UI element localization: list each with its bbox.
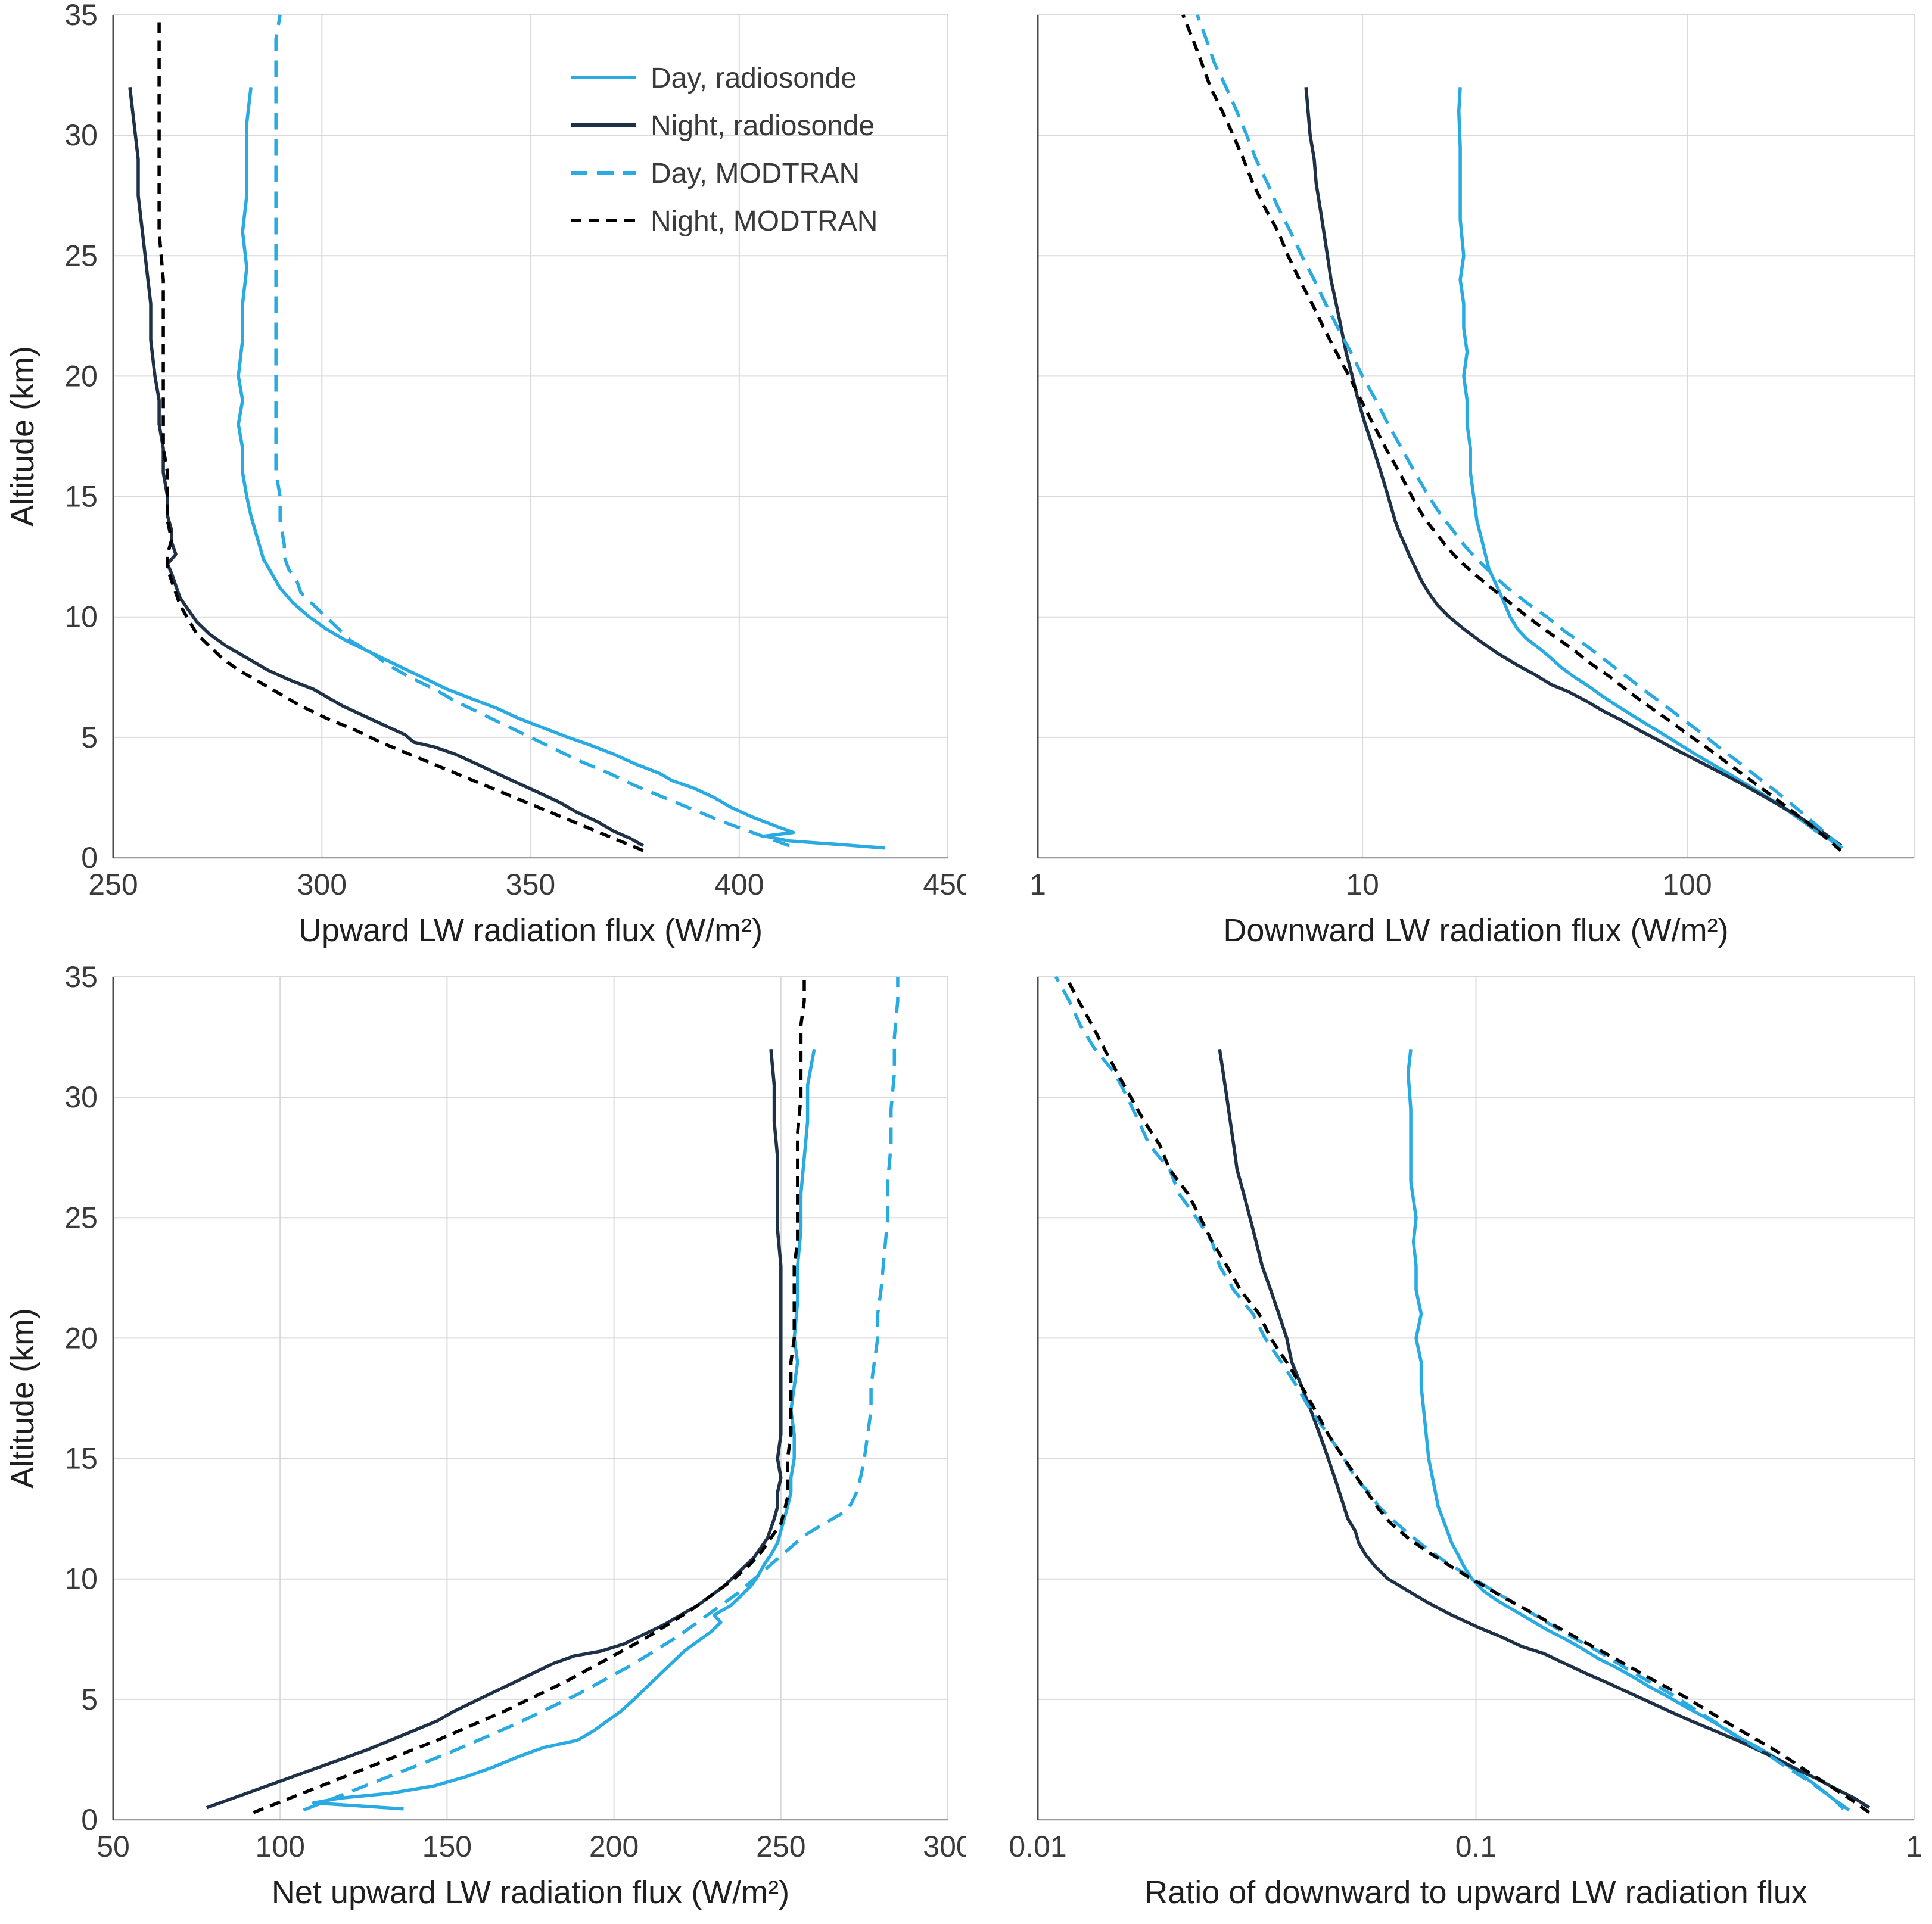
y-tick-label: 25 bbox=[64, 1201, 98, 1234]
y-tick-label: 15 bbox=[64, 480, 98, 513]
x-tick-label: 150 bbox=[422, 1830, 472, 1863]
x-tick-label: 10 bbox=[1346, 868, 1379, 901]
series-line-night-modtran bbox=[253, 977, 806, 1814]
chart-panel-upward-flux: 250 300 350 400 450 0 5 10 15 20 25 30 35 Upward LW r… bbox=[0, 0, 966, 962]
y-tick-label: 35 bbox=[64, 0, 98, 32]
ratio-chart: 0.01 0.1 1 Ratio of downward to upward LW r… bbox=[1009, 976, 1922, 1910]
legend-label-day-modtran: Day, MODTRAN bbox=[651, 158, 860, 189]
series-line-day-modtran bbox=[303, 977, 900, 1812]
y-tick-label: 0 bbox=[81, 1803, 98, 1836]
series-line-night-radiosonde bbox=[1218, 1048, 1871, 1810]
x-tick-label: 250 bbox=[756, 1830, 805, 1863]
series-line-night-modtran bbox=[157, 15, 644, 852]
y-tick-label: 5 bbox=[81, 1683, 98, 1716]
x-axis-title: Net upward LW radiation flux (W/m²) bbox=[272, 1875, 789, 1910]
upward-flux-chart: 250 300 350 400 450 0 5 10 15 20 25 30 35 Upward LW r… bbox=[5, 0, 966, 948]
series-line-day-radiosonde bbox=[1406, 1048, 1845, 1810]
series-line-day-modtran bbox=[1054, 976, 1850, 1812]
y-axis-title: Altitude (km) bbox=[5, 346, 41, 527]
y-axis-title: Altitude (km) bbox=[5, 1308, 41, 1489]
x-tick-label: 1 bbox=[1906, 1830, 1922, 1863]
x-axis-title: Upward LW radiation flux (W/m²) bbox=[298, 913, 763, 948]
downward-flux-chart: 1 10 100 Downward LW radiation flux (W/m²) bbox=[1029, 14, 1915, 948]
series-line-night-modtran bbox=[1064, 976, 1871, 1814]
x-axis-title: Ratio of downward to upward LW radiation… bbox=[1144, 1875, 1807, 1910]
y-tick-label: 10 bbox=[64, 1562, 98, 1596]
legend-label-night-modtran: Night, MODTRAN bbox=[651, 206, 878, 237]
x-tick-label: 200 bbox=[589, 1830, 639, 1863]
plot-border bbox=[1037, 14, 1915, 858]
y-tick-label: 35 bbox=[64, 962, 98, 994]
y-tick-label: 0 bbox=[81, 841, 98, 874]
series-line-night-radiosonde bbox=[206, 1049, 783, 1810]
x-axis-title: Downward LW radiation flux (W/m²) bbox=[1223, 913, 1728, 948]
series-line-night-modtran bbox=[1181, 14, 1842, 852]
series-line-day-radiosonde bbox=[312, 1048, 816, 1811]
x-tick-label: 350 bbox=[506, 868, 555, 901]
series-line-night-radiosonde bbox=[128, 86, 644, 848]
y-tick-label: 10 bbox=[64, 600, 98, 634]
legend-label-night-radiosonde: Night, radiosonde bbox=[651, 110, 875, 142]
x-tick-label: 450 bbox=[923, 868, 966, 901]
series-line-day-radiosonde bbox=[237, 86, 886, 850]
plot-border bbox=[113, 976, 948, 1820]
chart-panel-ratio: 0.01 0.1 1 Ratio of downward to upward LW r… bbox=[966, 962, 1932, 1924]
legend-label-day-radiosonde: Day, radiosonde bbox=[651, 63, 857, 94]
x-tick-label: 100 bbox=[1662, 868, 1712, 901]
y-tick-label: 30 bbox=[64, 119, 98, 152]
net-upward-flux-chart: 50 100 150 200 250 300 0 5 10 15 20 25 30 35 Net upwar… bbox=[5, 962, 966, 1910]
series-line-night-radiosonde bbox=[1304, 87, 1843, 847]
y-tick-label: 25 bbox=[64, 239, 98, 272]
chart-panel-downward-flux: 1 10 100 Downward LW radiation flux (W/m²) bbox=[966, 0, 1932, 962]
y-tick-label: 30 bbox=[64, 1081, 98, 1114]
x-tick-label: 300 bbox=[297, 868, 347, 901]
y-tick-label: 20 bbox=[64, 1321, 98, 1355]
x-tick-label: 0.1 bbox=[1455, 1830, 1497, 1863]
x-tick-label: 300 bbox=[923, 1830, 966, 1863]
y-tick-label: 5 bbox=[81, 721, 98, 754]
series-line-day-modtran bbox=[1196, 14, 1843, 849]
x-tick-label: 400 bbox=[714, 868, 764, 901]
chart-panel-net-upward-flux: 50 100 150 200 250 300 0 5 10 15 20 25 30 35 Net upwar… bbox=[0, 962, 966, 1924]
x-tick-label: 250 bbox=[88, 868, 138, 901]
x-tick-label: 1 bbox=[1029, 868, 1046, 901]
x-tick-label: 100 bbox=[255, 1830, 304, 1863]
x-tick-label: 0.01 bbox=[1009, 1830, 1066, 1863]
y-tick-label: 20 bbox=[64, 359, 98, 393]
series-line-day-radiosonde bbox=[1457, 87, 1841, 849]
x-tick-label: 50 bbox=[97, 1830, 130, 1863]
y-tick-label: 15 bbox=[64, 1442, 98, 1475]
